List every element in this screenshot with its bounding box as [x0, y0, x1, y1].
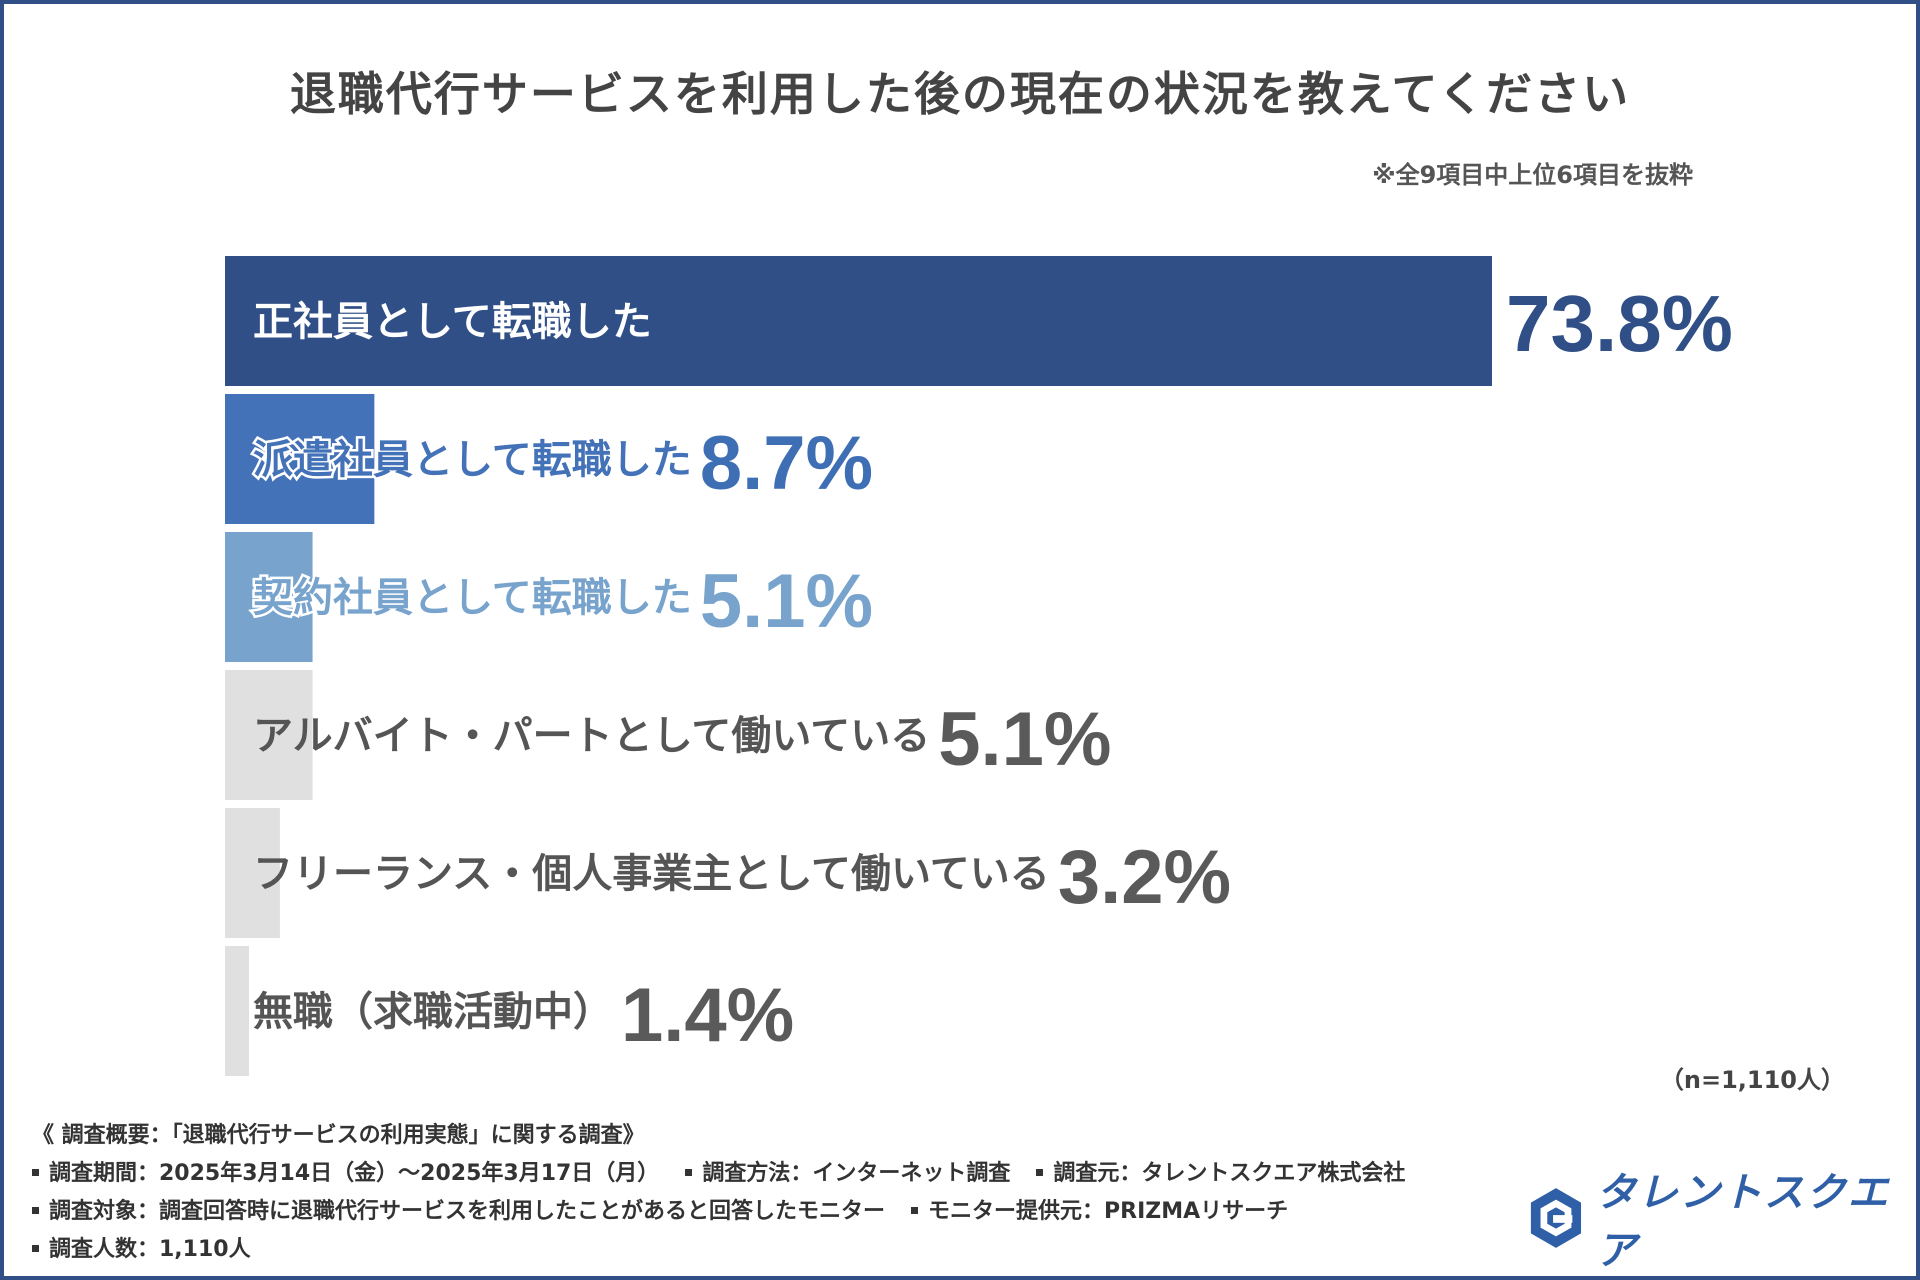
- survey-method: 調査方法：インターネット調査: [702, 1161, 1011, 1186]
- bar-chart: 正社員として転職した 73.8% 派遣社員として転職した 8.7% 契約社員として転職し…: [225, 256, 1733, 1076]
- value-label: 5.1%: [938, 697, 1111, 782]
- sample-size-note: （n=1,110人）: [1659, 1066, 1845, 1094]
- excerpt-note: ※全9項目中上位6項目を抜粋: [1372, 161, 1693, 189]
- value-label: 5.1%: [700, 559, 873, 644]
- survey-heading: 《 調査概要：「退職代行サービスの利用実態」に関する調査》: [32, 1123, 645, 1148]
- value-label: 73.8%: [1506, 279, 1733, 368]
- bullet-icon: [32, 1206, 39, 1214]
- value-label: 3.2%: [1058, 835, 1231, 920]
- survey-provider: モニター提供元：PRIZMAリサーチ: [928, 1199, 1289, 1224]
- value-label: 1.4%: [621, 973, 794, 1058]
- bar-3: [225, 532, 313, 662]
- bar-1: [225, 256, 1492, 386]
- category-label: 契約社員として転職した: [253, 575, 692, 621]
- chart-title: 退職代行サービスを利用した後の現在の状況を教えてください: [289, 67, 1631, 121]
- bullet-icon: [685, 1168, 693, 1176]
- category-label: フリーランス・個人事業主として働いている: [253, 851, 1050, 897]
- survey-count: 調査人数：1,110人: [49, 1237, 251, 1262]
- bar-6: [225, 946, 250, 1076]
- bullet-icon: [911, 1206, 919, 1214]
- category-label: 派遣社員として転職した: [253, 437, 692, 483]
- category-label: 無職（求職活動中）: [253, 989, 613, 1035]
- bar-5: [225, 808, 280, 938]
- survey-target: 調査対象：調査回答時に退職代行サービスを利用したことがあると回答したモニター: [49, 1199, 886, 1224]
- survey-org: 調査元：タレントスクエア株式会社: [1053, 1161, 1406, 1186]
- bullet-icon: [32, 1244, 39, 1252]
- bullet-icon: [1036, 1168, 1044, 1176]
- talent-square-logo-icon: [1530, 1188, 1582, 1248]
- logo-text: タレントスクエア: [1595, 1170, 1890, 1274]
- value-label: 8.7%: [700, 421, 873, 506]
- category-label: 正社員として転職した: [253, 299, 652, 345]
- category-label: アルバイト・パートとして働いている: [253, 713, 930, 759]
- survey-overview: 《 調査概要：「退職代行サービスの利用実態」に関する調査》 調査期間：2025年…: [32, 1117, 1405, 1269]
- brand-logo: タレントスクエア: [1528, 1160, 1920, 1276]
- bar-2: [225, 394, 375, 524]
- survey-period: 調査期間：2025年3月14日（金）〜2025年3月17日（月）: [49, 1161, 660, 1186]
- bar-4: [225, 670, 313, 800]
- bullet-icon: [32, 1168, 39, 1176]
